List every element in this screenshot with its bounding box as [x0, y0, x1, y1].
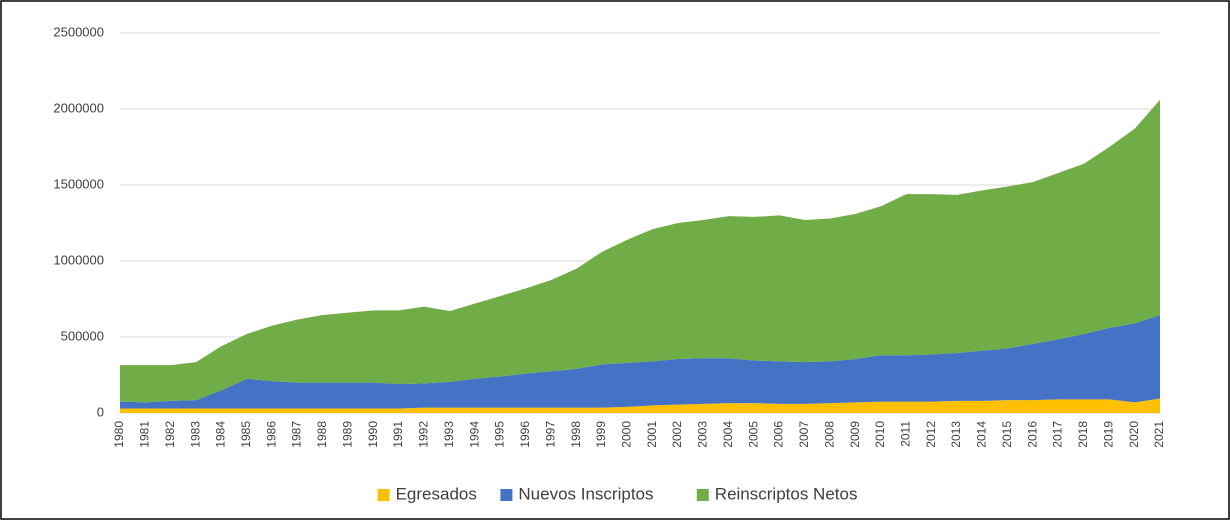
x-tick-label: 2006 — [772, 421, 786, 448]
areas — [120, 99, 1160, 413]
x-tick-label: 2004 — [721, 421, 735, 448]
x-tick-label: 2017 — [1051, 421, 1065, 448]
x-tick-label: 2014 — [975, 421, 989, 448]
x-tick-label: 2008 — [822, 421, 836, 448]
labels: 0 500000 1000000 1500000 2000000 2500000 1980 1… — [53, 24, 1166, 503]
x-tick-label: 1996 — [518, 421, 532, 448]
y-tick-label: 1000000 — [53, 252, 104, 267]
x-tick-label: 1991 — [391, 421, 405, 448]
x-tick-label: 2002 — [670, 421, 684, 448]
x-tick-label: 2007 — [797, 421, 811, 448]
x-tick-label: 1981 — [138, 421, 152, 448]
x-tick-label: 2015 — [1000, 421, 1014, 448]
x-tick-label: 2009 — [848, 421, 862, 448]
x-tick-label: 1988 — [315, 421, 329, 448]
x-tick-label: 1984 — [214, 421, 228, 448]
x-tick-label: 2003 — [696, 421, 710, 448]
x-tick-label: 2020 — [1127, 421, 1141, 448]
x-tick-label: 1994 — [467, 421, 481, 448]
y-tick-label: 0 — [97, 404, 104, 419]
x-tick-label: 1998 — [569, 421, 583, 448]
x-tick-label: 2012 — [924, 421, 938, 448]
x-tick-label: 1986 — [264, 421, 278, 448]
x-tick-label: 1983 — [188, 421, 202, 448]
x-tick-label: 2018 — [1076, 421, 1090, 448]
y-tick-label: 500000 — [61, 328, 104, 343]
y-tick-label: 2500000 — [53, 24, 104, 39]
x-tick-label: 2005 — [746, 421, 760, 448]
x-tick-label: 2000 — [619, 421, 633, 448]
legend-swatch — [500, 489, 513, 501]
x-tick-label: 1989 — [340, 421, 354, 448]
legend-swatch — [377, 489, 390, 501]
area — [120, 314, 1160, 409]
x-tick-label: 1982 — [163, 421, 177, 448]
x-tick-label: 2001 — [645, 421, 659, 448]
x-tick-label: 1990 — [366, 421, 380, 448]
y-tick-label: 1500000 — [53, 176, 104, 191]
x-tick-label: 1992 — [417, 421, 431, 448]
legend-swatch — [696, 489, 709, 501]
area — [120, 99, 1160, 403]
x-tick-label: 2019 — [1101, 421, 1115, 448]
x-tick-label: 2013 — [949, 421, 963, 448]
x-tick-label: 1987 — [290, 421, 304, 448]
x-tick-label: 2010 — [873, 421, 887, 448]
x-tick-label: 1980 — [112, 421, 126, 448]
x-tick-label: 1995 — [493, 421, 507, 448]
x-tick-label: 1993 — [442, 421, 456, 448]
x-tick-label: 2016 — [1025, 421, 1039, 448]
y-tick-label: 2000000 — [53, 100, 104, 115]
legend-label: Nuevos Inscriptos — [518, 484, 653, 503]
x-tick-label: 1999 — [594, 421, 608, 448]
legend-label: Egresados — [396, 484, 477, 503]
x-tick-label: 1985 — [239, 421, 253, 448]
x-tick-label: 2021 — [1152, 421, 1166, 448]
legend-label: Reinscriptos Netos — [715, 484, 858, 503]
x-tick-label: 1997 — [543, 421, 557, 448]
x-tick-label: 2011 — [899, 421, 913, 447]
area — [120, 398, 1160, 413]
